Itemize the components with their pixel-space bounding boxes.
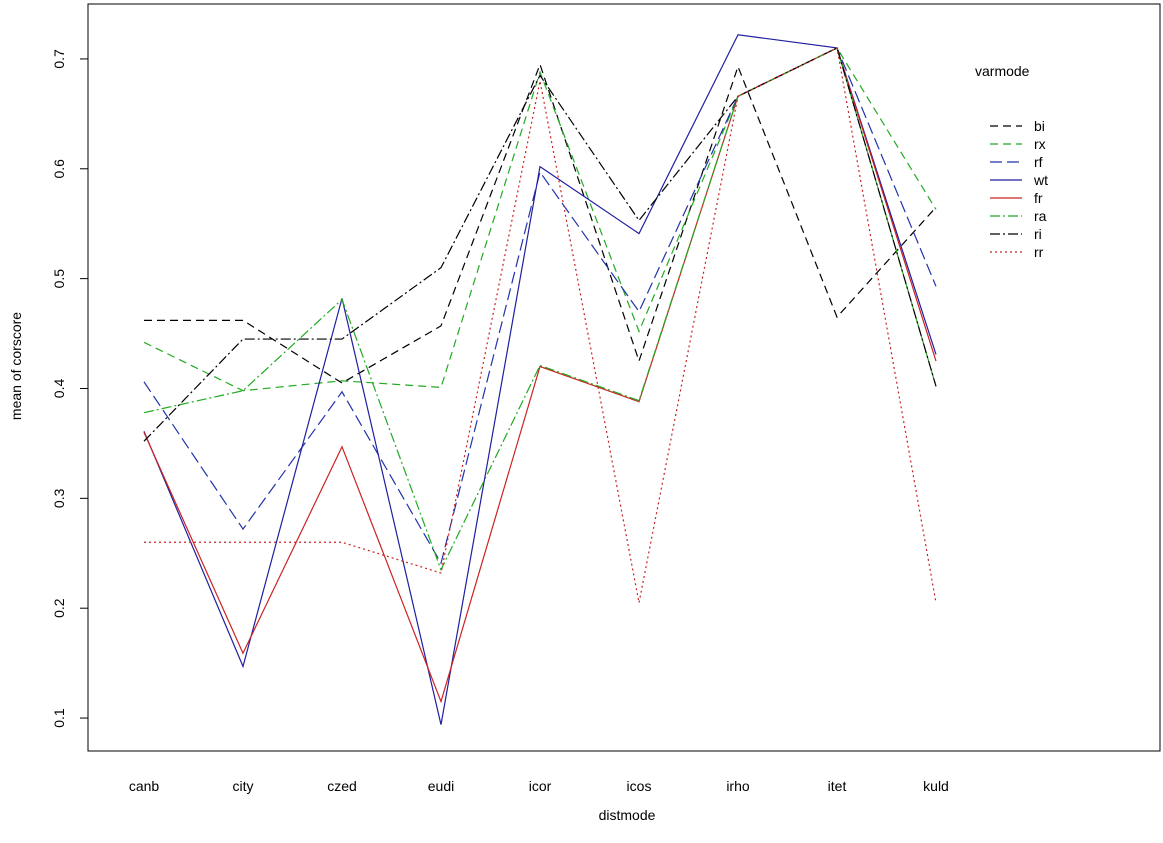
x-tick-label: czed — [327, 778, 357, 794]
legend-label-fr: fr — [1034, 190, 1043, 206]
y-tick-label: 0.1 — [51, 708, 67, 728]
legend: varmode bi rx rf wt fr ra ri rr — [975, 63, 1048, 260]
y-tick-label: 0.5 — [51, 269, 67, 289]
legend-label-ri: ri — [1034, 226, 1042, 242]
legend-label-wt: wt — [1033, 172, 1048, 188]
y-tick-label: 0.6 — [51, 159, 67, 179]
y-axis-label: mean of corscore — [8, 312, 24, 420]
x-tick-label: canb — [129, 778, 160, 794]
x-tick-label: irho — [726, 778, 750, 794]
y-tick-label: 0.2 — [51, 598, 67, 618]
series-line-rf — [143, 47, 937, 565]
series-line-rx — [143, 47, 937, 392]
plot-frame — [87, 3, 1161, 752]
x-axis-label: distmode — [599, 807, 656, 823]
legend-title: varmode — [975, 63, 1030, 79]
series-line-ri — [143, 47, 937, 442]
series-line-rr — [144, 47, 937, 603]
y-axis: 0.1 0.2 0.3 0.4 0.5 0.6 0.7 — [51, 49, 89, 728]
y-tick-label: 0.7 — [51, 49, 67, 69]
series-lines — [143, 34, 937, 725]
series-line-ra — [143, 47, 937, 572]
x-tick-label: eudi — [428, 778, 454, 794]
legend-label-rf: rf — [1034, 154, 1043, 170]
x-axis: canb city czed eudi icor icos irho itet kuld — [129, 778, 949, 794]
x-tick-label: icor — [529, 778, 552, 794]
series-line-bi — [144, 62, 937, 384]
x-tick-label: itet — [828, 778, 847, 794]
x-tick-label: city — [233, 778, 254, 794]
legend-label-bi: bi — [1034, 118, 1045, 134]
y-tick-label: 0.3 — [51, 488, 67, 508]
series-line-wt — [143, 34, 937, 725]
x-tick-label: kuld — [923, 778, 949, 794]
y-tick-label: 0.4 — [51, 379, 67, 399]
x-tick-label: icos — [627, 778, 652, 794]
legend-label-rr: rr — [1034, 244, 1044, 260]
legend-label-ra: ra — [1034, 208, 1047, 224]
series-line-fr — [143, 47, 937, 704]
legend-label-rx: rx — [1034, 136, 1046, 152]
